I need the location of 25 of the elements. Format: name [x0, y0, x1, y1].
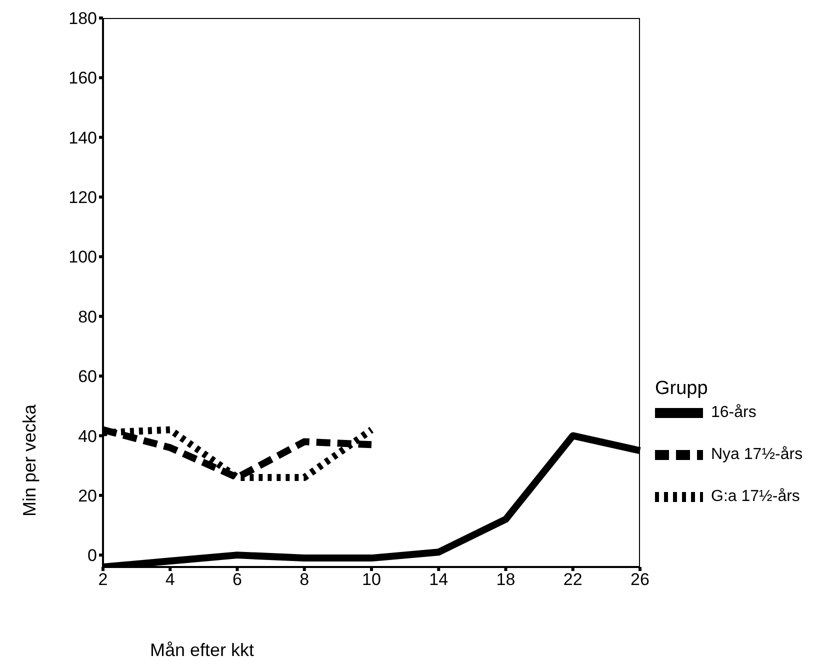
x-tick-label: 10 — [362, 570, 381, 590]
y-tick-label: 40 — [78, 426, 97, 446]
legend-label: 16-års — [711, 404, 756, 422]
y-tick-label: 140 — [68, 128, 97, 148]
y-tick-label: 0 — [88, 546, 97, 566]
legend-label: Nya 17½-års — [711, 446, 803, 464]
y-tick-label: 160 — [68, 68, 97, 88]
legend-title: Grupp — [655, 378, 709, 400]
y-tick-label: 100 — [68, 248, 97, 267]
x-axis-title: Mån efter kkt — [150, 640, 254, 661]
y-tick-label: 180 — [68, 9, 97, 28]
y-tick-label: 80 — [78, 307, 97, 326]
x-tick-label: 14 — [429, 570, 448, 590]
x-tick-label: 8 — [300, 570, 310, 590]
y-tick-label: 20 — [78, 486, 97, 506]
y-axis-title: Min per vecka — [20, 404, 40, 516]
y-tick-label: 60 — [78, 367, 97, 386]
x-tick-label: 4 — [165, 570, 175, 590]
x-tick-label: 6 — [232, 570, 242, 590]
legend-label: G:a 17½-års — [711, 488, 800, 506]
x-tick-label: 18 — [496, 570, 516, 590]
x-tick-label: 22 — [563, 570, 582, 590]
x-tick-label: 26 — [630, 570, 650, 590]
y-tick-label: 120 — [68, 188, 97, 208]
x-tick-label: 2 — [98, 570, 108, 590]
